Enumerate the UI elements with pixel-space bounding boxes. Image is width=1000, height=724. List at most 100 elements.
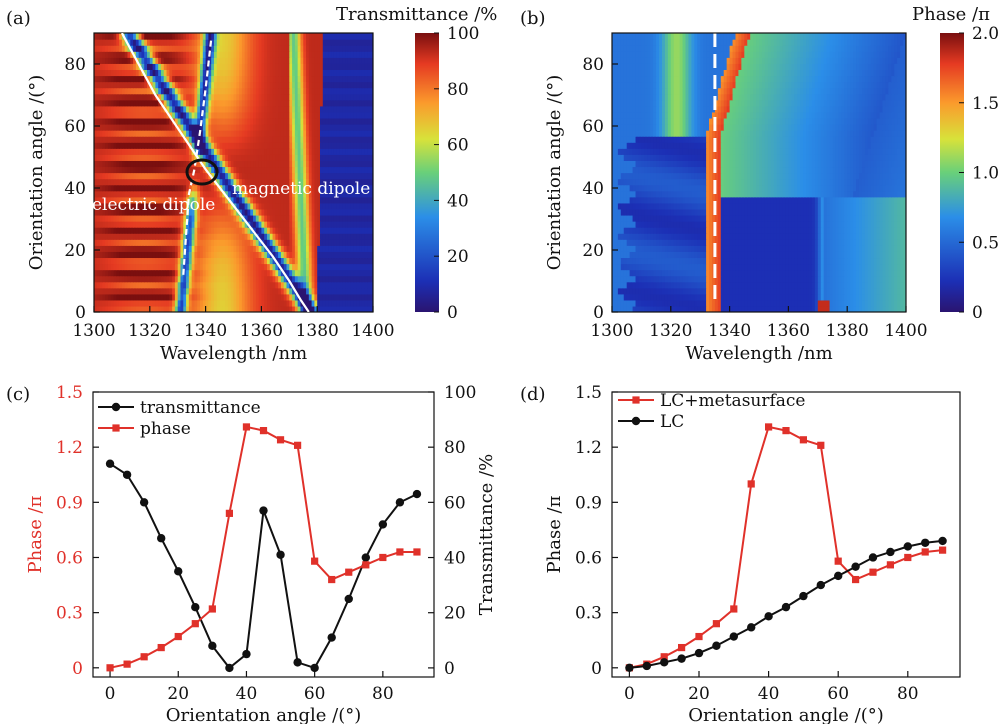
heatmap-cell [147, 190, 151, 198]
heatmap-cell [306, 245, 310, 252]
heatmap-cell [250, 269, 254, 277]
heatmap-cell [735, 299, 740, 307]
heatmap-cell [241, 57, 246, 64]
heatmap-cell [149, 33, 154, 40]
heatmap-cell [261, 293, 265, 301]
heatmap-cell [885, 299, 889, 307]
heatmap-cell [342, 257, 346, 265]
heatmap-cell [350, 221, 355, 228]
heatmap-cell [361, 51, 366, 58]
heatmap-cell [266, 172, 271, 180]
heatmap-cell [110, 130, 115, 137]
heatmap-cell [761, 299, 766, 307]
heatmap-cell [107, 239, 112, 246]
heatmap-cell [135, 227, 140, 234]
heatmap-cell [297, 87, 302, 95]
heatmap-cell [356, 251, 360, 259]
heatmap-cell [191, 111, 196, 119]
heatmap-cell [266, 87, 271, 95]
heatmap-cell [278, 105, 282, 113]
heatmap-cell [188, 196, 193, 204]
heatmap-cell [239, 154, 243, 161]
heatmap-cell [152, 245, 156, 252]
heatmap-cell [239, 251, 243, 259]
heatmap-cell [219, 202, 223, 210]
heatmap-cell [158, 281, 162, 289]
heatmap-cell [311, 33, 316, 40]
heatmap-cell [177, 57, 182, 64]
heatmap-cell [656, 287, 660, 295]
heatmap-cell [345, 136, 349, 143]
heatmap-cell [119, 51, 123, 58]
heatmap-cell [96, 87, 101, 95]
heatmap-cell [213, 227, 218, 234]
heatmap-cell [280, 196, 285, 204]
heatmap-cell [278, 299, 282, 307]
heatmap-cell [255, 190, 260, 198]
heatmap-cell [174, 305, 179, 312]
heatmap-cell [230, 178, 235, 186]
heatmap-cell [191, 172, 196, 180]
heatmap-cell [155, 196, 159, 204]
heatmap-cell [172, 214, 176, 222]
heatmap-cell [127, 293, 131, 301]
heatmap-cell [116, 51, 120, 58]
heatmap-cell [275, 142, 279, 149]
heatmap-cell [236, 196, 240, 204]
heatmap-cell [127, 269, 131, 277]
heatmap-cell [200, 245, 204, 252]
heatmap-cell [110, 81, 115, 89]
heatmap-cell [138, 275, 143, 283]
heatmap-cell [241, 269, 246, 277]
heatmap-cell [183, 99, 187, 107]
heatmap-cell [155, 263, 159, 271]
heatmap-cell [283, 99, 288, 107]
heatmap-cell [241, 111, 246, 119]
heatmap-cell [225, 227, 229, 234]
heatmap-cell [225, 111, 229, 119]
heatmap-cell [219, 123, 223, 131]
heatmap-cell [113, 257, 117, 265]
heatmap-cell [333, 293, 338, 301]
heatmap-cell [667, 305, 672, 312]
heatmap-cell [700, 305, 704, 312]
heatmap-cell [289, 130, 293, 137]
heatmap-cell [105, 39, 109, 46]
heatmap-cell [308, 160, 313, 168]
heatmap-cell [342, 233, 346, 240]
heatmap-cell [275, 45, 279, 52]
heatmap-cell [133, 87, 137, 95]
heatmap-cell [275, 196, 279, 204]
heatmap-cell [289, 51, 293, 58]
heatmap-cell [202, 111, 207, 119]
heatmap-cell [879, 305, 884, 312]
heatmap-cell [306, 105, 310, 113]
heatmap-cell [96, 99, 101, 107]
heatmap-cell [116, 148, 120, 155]
heatmap-cell [133, 136, 137, 143]
heatmap-cell [269, 136, 274, 143]
heatmap-cell [294, 154, 299, 161]
heatmap-cell [353, 69, 357, 77]
heatmap-cell [264, 263, 268, 271]
heatmap-cell [99, 117, 103, 125]
heatmap-cell [197, 63, 201, 70]
heatmap-cell [94, 214, 98, 222]
heatmap-cell [314, 190, 318, 198]
heatmap-cell [308, 136, 313, 143]
heatmap-cell [356, 99, 360, 107]
heatmap-cell [258, 239, 262, 246]
heatmap-cell [280, 105, 285, 113]
heatmap-cell [225, 87, 229, 95]
heatmap-cell [158, 221, 162, 228]
heatmap-cell [325, 130, 329, 137]
heatmap-cell [107, 196, 112, 204]
heatmap-cell [303, 257, 307, 265]
heatmap-cell [300, 178, 304, 186]
heatmap-cell [250, 136, 254, 143]
heatmap-cell [177, 239, 182, 246]
heatmap-cell [213, 63, 218, 70]
heatmap-cell [230, 245, 235, 252]
heatmap-cell [364, 136, 369, 143]
heatmap-cell [144, 111, 148, 119]
